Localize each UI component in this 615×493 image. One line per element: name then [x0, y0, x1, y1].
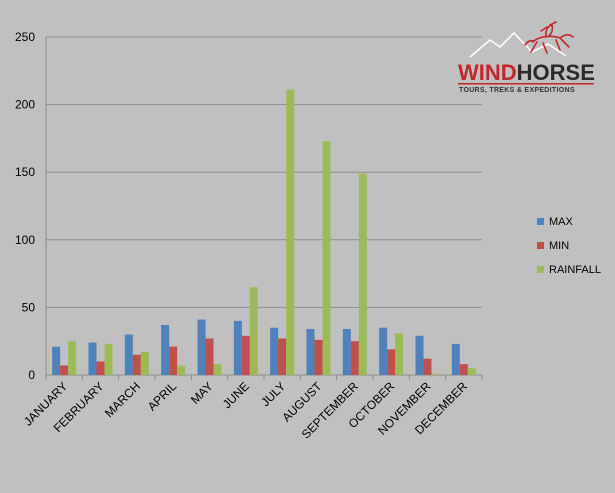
x-tick-label: JUNE [220, 379, 252, 411]
legend-label: MAX [549, 216, 574, 228]
legend-swatch [537, 242, 544, 249]
bars [52, 89, 476, 375]
x-tick-label: MARCH [102, 379, 143, 420]
bar-min-june [241, 335, 250, 375]
logo-underline [458, 83, 594, 85]
x-tick-label: APRIL [145, 379, 180, 414]
logo-tagline: TOURS, TREKS & EXPEDITIONS [459, 87, 575, 94]
horse-rider-icon [524, 21, 574, 54]
bar-rainfall-march [140, 352, 149, 375]
bar-rainfall-august [322, 141, 331, 375]
y-tick-label: 150 [15, 165, 35, 179]
gridlines [46, 36, 482, 308]
y-tick-label: 50 [22, 300, 36, 314]
legend-label: RAINFALL [549, 264, 601, 276]
windhorse-logo: WINDHORSE TOURS, TREKS & EXPEDITIONS [458, 21, 595, 94]
bar-max-april [161, 324, 170, 375]
axes [45, 37, 483, 380]
bar-min-december [459, 364, 468, 375]
bar-max-december [451, 343, 460, 375]
bar-rainfall-january [68, 341, 77, 375]
legend-swatch [537, 266, 544, 273]
logo-wordmark-red: WIND [458, 60, 517, 85]
bar-min-march [132, 354, 141, 375]
y-tick-label: 0 [28, 368, 35, 382]
logo-wordmark-dark: HORSE [517, 60, 595, 85]
bar-rainfall-october [395, 333, 404, 375]
y-tick-label: 250 [15, 30, 35, 44]
x-tick-label: MAY [188, 379, 216, 407]
bar-min-september [350, 341, 359, 375]
bar-min-february [96, 361, 105, 375]
bar-max-march [124, 334, 133, 375]
svg-text:WINDHORSE: WINDHORSE [458, 60, 595, 85]
legend-label: MIN [549, 240, 569, 252]
bar-rainfall-february [104, 343, 113, 375]
bar-min-january [60, 365, 69, 375]
bar-min-may [205, 338, 214, 375]
bar-rainfall-november [431, 373, 440, 375]
bar-rainfall-september [358, 173, 367, 375]
mountain-icon [469, 31, 567, 58]
x-tick-label: JULY [258, 379, 288, 409]
y-tick-label: 100 [15, 233, 35, 247]
bar-rainfall-july [286, 89, 295, 375]
bar-min-november [423, 358, 432, 375]
legend-swatch [537, 218, 544, 225]
bar-max-november [415, 335, 424, 375]
bar-rainfall-june [249, 287, 258, 375]
y-tick-label: 200 [15, 98, 35, 112]
bar-max-october [379, 327, 388, 375]
bar-max-september [342, 329, 351, 375]
y-tick-labels: 0 50 100 150 200 250 [15, 30, 35, 382]
legend: MAX MIN RAINFALL [537, 216, 601, 276]
bar-rainfall-december [467, 368, 476, 375]
bar-min-october [387, 349, 396, 375]
bar-max-january [52, 346, 61, 375]
bar-rainfall-may [213, 364, 222, 375]
bar-max-june [233, 320, 242, 375]
bar-min-april [169, 346, 178, 375]
bar-max-august [306, 329, 315, 375]
bar-max-may [197, 319, 206, 375]
bar-max-february [88, 342, 97, 375]
bar-rainfall-april [177, 365, 186, 375]
bar-max-july [270, 327, 279, 375]
bar-min-july [278, 338, 287, 375]
bar-min-august [314, 339, 323, 375]
